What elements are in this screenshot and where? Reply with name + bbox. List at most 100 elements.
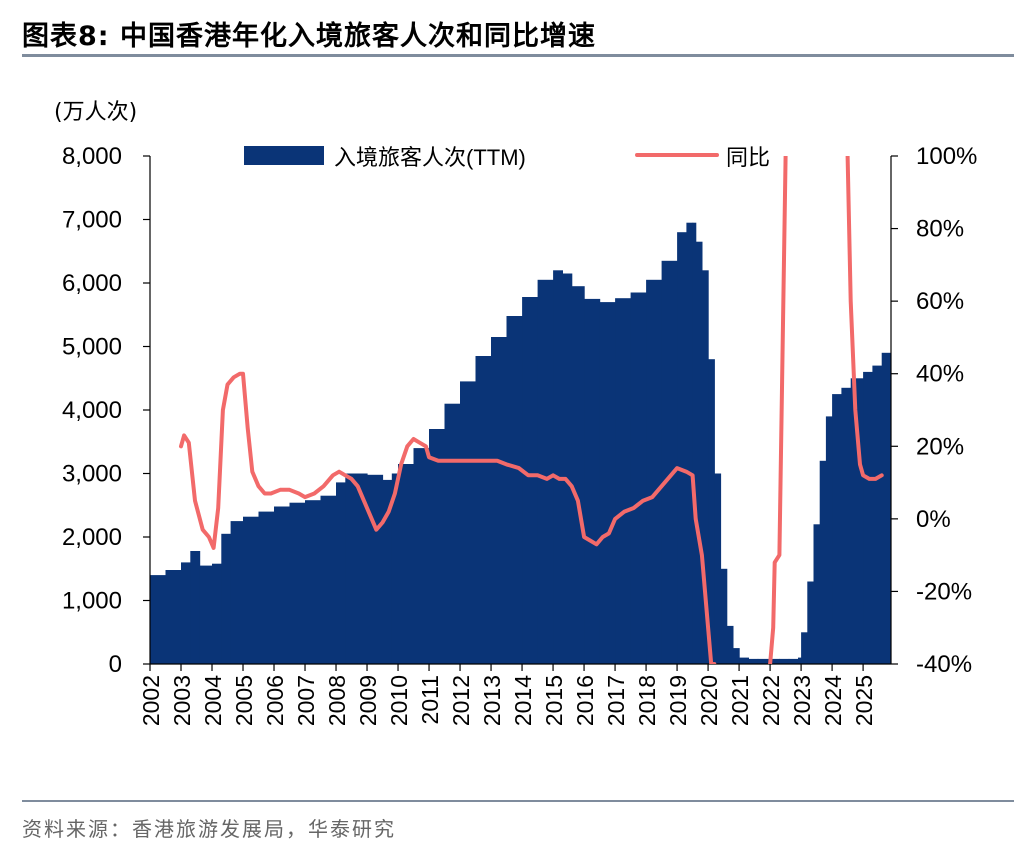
right-tick-label: 80% — [916, 216, 964, 243]
visitor-bar — [165, 570, 182, 664]
visitor-bar — [413, 448, 430, 664]
visitor-bar — [571, 286, 585, 664]
visitor-bar — [258, 511, 275, 664]
x-tick-label: 2007 — [293, 675, 319, 726]
left-tick-label: 0 — [109, 651, 122, 678]
visitor-bar — [382, 479, 393, 664]
visitor-bar — [460, 381, 477, 664]
visitor-bar — [881, 352, 891, 664]
visitor-bar — [190, 551, 201, 664]
bar-series-visitors — [150, 222, 891, 664]
visitor-bar — [367, 474, 384, 664]
visitor-bar — [832, 394, 842, 664]
visitor-bar — [599, 302, 616, 664]
visitor-bar — [714, 473, 722, 664]
visitor-bar — [357, 473, 368, 664]
right-tick-label: -20% — [916, 578, 972, 605]
x-tick-label: 2015 — [541, 675, 567, 726]
legend-line-label: 同比 — [726, 145, 770, 170]
x-tick-label: 2022 — [758, 675, 784, 726]
visitor-bar — [739, 657, 749, 664]
left-tick-label: 5,000 — [62, 334, 122, 361]
left-tick-label: 8,000 — [62, 143, 122, 170]
visitor-bar — [757, 658, 771, 664]
visitor-bar — [825, 416, 833, 664]
left-tick-label: 3,000 — [62, 461, 122, 488]
yoy-line-segment — [845, 156, 884, 481]
visitor-bar — [807, 581, 815, 664]
x-tick-label: 2004 — [200, 675, 226, 726]
visitor-bar — [720, 568, 728, 664]
visitor-bar — [320, 495, 337, 664]
source-note: 资料来源：香港旅游发展局，华泰研究 — [22, 817, 396, 841]
left-axis-unit-label: (万人次) — [54, 100, 138, 125]
visitor-bar — [305, 500, 322, 664]
visitor-bar — [732, 648, 740, 664]
visitor-bar — [819, 460, 827, 664]
visitor-bar — [391, 473, 399, 664]
x-tick-label: 2012 — [448, 675, 474, 726]
visitor-bar — [221, 533, 232, 664]
figure-title: 图表8: 中国香港年化入境旅客人次和同比增速 — [22, 21, 596, 52]
visitor-bar — [801, 632, 808, 664]
visitor-bar — [212, 563, 222, 664]
legend: 入境旅客人次(TTM) 同比 — [244, 145, 770, 170]
x-tick-label: 2003 — [169, 675, 195, 726]
visitor-bar — [788, 658, 799, 664]
visitor-bar — [841, 387, 852, 664]
visitor-bar — [686, 222, 694, 664]
right-tick-label: 100% — [916, 143, 977, 170]
x-tick-label: 2005 — [231, 675, 257, 726]
visitor-bar — [398, 464, 415, 664]
visitor-bar — [150, 575, 167, 664]
visitor-bar — [726, 625, 734, 664]
visitor-bar — [692, 222, 697, 664]
visitor-bar — [748, 658, 759, 664]
visitor-bar — [798, 657, 802, 664]
line-series-yoy — [179, 156, 884, 664]
right-tick-label: 0% — [916, 506, 951, 533]
visitor-bar — [708, 359, 715, 664]
x-tick-label: 2020 — [696, 675, 722, 726]
x-tick-label: 2018 — [634, 675, 660, 726]
visitor-bar — [646, 279, 663, 664]
right-axis-ticks: -40% -20% 0% 20% 40% 60% 80% 100% — [891, 143, 977, 678]
x-tick-label: 2025 — [851, 675, 877, 726]
x-tick-label: 2011 — [417, 675, 443, 724]
right-tick-label: -40% — [916, 651, 972, 678]
x-tick-label: 2021 — [727, 675, 753, 726]
legend-bar-label: 入境旅客人次(TTM) — [334, 145, 526, 170]
left-tick-label: 7,000 — [62, 207, 122, 234]
visitor-bar — [701, 270, 709, 664]
x-tick-label: 2008 — [324, 675, 350, 726]
right-tick-label: 20% — [916, 433, 964, 460]
x-tick-label: 2014 — [510, 675, 536, 726]
visitor-bar — [336, 482, 346, 664]
x-tick-label: 2017 — [603, 675, 629, 726]
visitor-bar — [630, 292, 647, 664]
right-tick-label: 40% — [916, 361, 964, 388]
x-tick-label: 2009 — [355, 675, 381, 726]
visitor-bar — [506, 316, 523, 664]
x-tick-label: 2019 — [665, 675, 691, 726]
visitor-bar — [813, 524, 821, 664]
visitor-bar — [615, 298, 632, 664]
left-tick-label: 2,000 — [62, 524, 122, 551]
visitor-bar — [429, 429, 446, 664]
title-rule — [22, 54, 1014, 57]
visitor-bar — [491, 337, 508, 664]
visitor-bar — [779, 658, 790, 664]
visitor-bar — [181, 562, 191, 664]
right-tick-label: 60% — [916, 288, 964, 315]
visitor-bar — [444, 403, 461, 664]
visitor-bar — [872, 365, 883, 664]
x-tick-label: 2024 — [820, 675, 846, 726]
visitor-bar — [274, 506, 291, 664]
x-axis-ticks: 2002 2003 2004 2005 2006 2007 2008 2009 2010 2011… — [138, 664, 877, 726]
visitor-bar — [289, 502, 306, 664]
yoy-line-segment — [768, 156, 788, 664]
visitor-bar — [522, 297, 539, 664]
yoy-line-segment — [179, 371, 717, 664]
visitor-bar — [553, 270, 563, 664]
